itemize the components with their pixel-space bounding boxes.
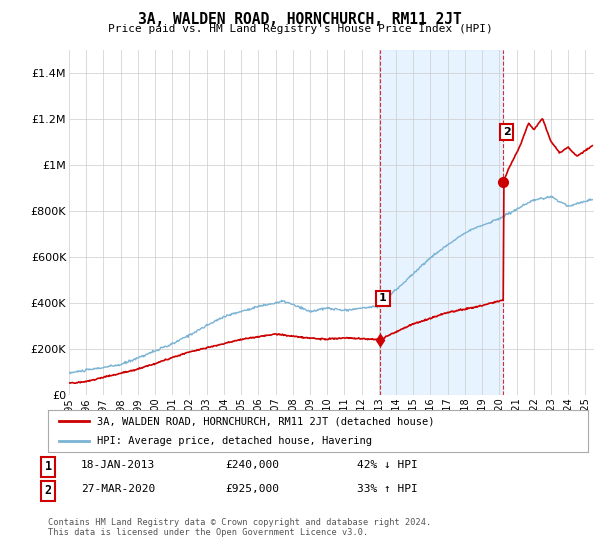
Text: Price paid vs. HM Land Registry's House Price Index (HPI): Price paid vs. HM Land Registry's House … <box>107 24 493 34</box>
Text: 1: 1 <box>379 293 387 304</box>
Text: Contains HM Land Registry data © Crown copyright and database right 2024.
This d: Contains HM Land Registry data © Crown c… <box>48 518 431 538</box>
Text: £240,000: £240,000 <box>225 460 279 470</box>
Text: 42% ↓ HPI: 42% ↓ HPI <box>357 460 418 470</box>
Text: HPI: Average price, detached house, Havering: HPI: Average price, detached house, Have… <box>97 436 371 446</box>
Text: £925,000: £925,000 <box>225 484 279 494</box>
Text: 3A, WALDEN ROAD, HORNCHURCH, RM11 2JT (detached house): 3A, WALDEN ROAD, HORNCHURCH, RM11 2JT (d… <box>97 416 434 426</box>
Text: 1: 1 <box>44 460 52 473</box>
Text: 18-JAN-2013: 18-JAN-2013 <box>81 460 155 470</box>
Bar <box>380 50 503 395</box>
Text: 3A, WALDEN ROAD, HORNCHURCH, RM11 2JT: 3A, WALDEN ROAD, HORNCHURCH, RM11 2JT <box>138 12 462 27</box>
Text: 2: 2 <box>503 127 511 137</box>
Text: 2: 2 <box>44 484 52 497</box>
Text: 27-MAR-2020: 27-MAR-2020 <box>81 484 155 494</box>
Text: 33% ↑ HPI: 33% ↑ HPI <box>357 484 418 494</box>
